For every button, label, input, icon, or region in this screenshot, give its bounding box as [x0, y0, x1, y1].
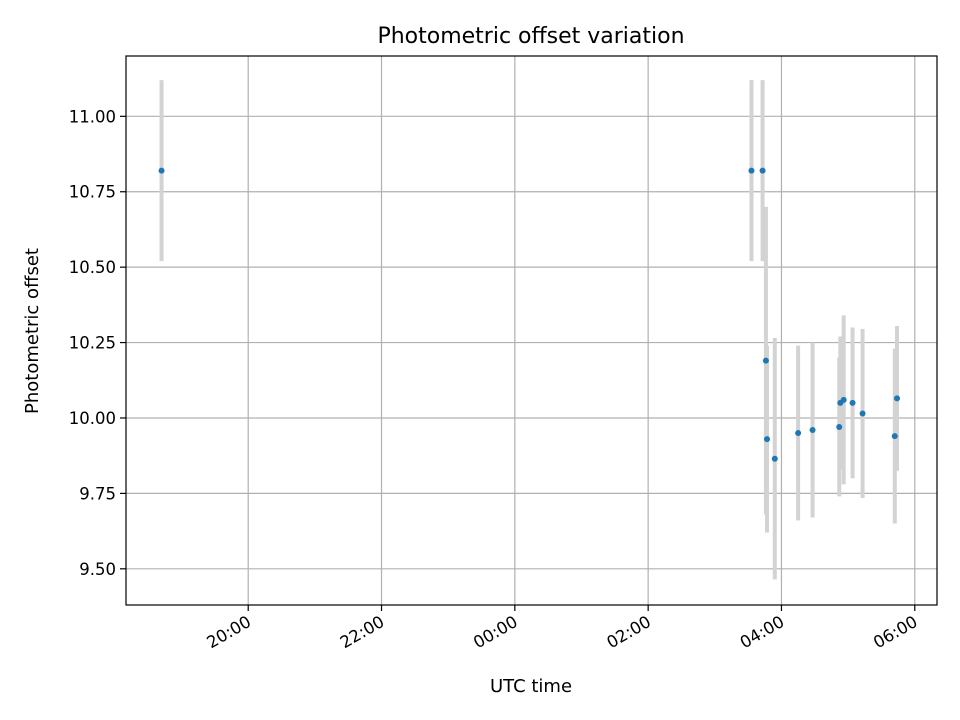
- x-axis-label: UTC time: [490, 676, 572, 697]
- y-tick-label: 10.25: [69, 334, 116, 353]
- data-point: [894, 395, 901, 402]
- data-point: [759, 167, 766, 174]
- data-point: [771, 455, 778, 462]
- data-point: [748, 167, 755, 174]
- data-point: [809, 427, 816, 434]
- y-axis-label: Photometric offset: [22, 248, 43, 414]
- data-point: [764, 436, 771, 443]
- y-tick-label: 9.50: [79, 560, 116, 579]
- data-points: [158, 167, 901, 462]
- chart-title: Photometric offset variation: [377, 24, 684, 49]
- data-point: [840, 396, 847, 403]
- y-axis-ticks: 9.50 9.75 10.00 10.25 10.50 10.75 11.00: [69, 107, 126, 579]
- data-point: [158, 167, 165, 174]
- plot-frame: [125, 55, 938, 606]
- y-tick-label: 10.75: [69, 183, 116, 202]
- data-point: [762, 357, 769, 364]
- y-tick-label: 11.00: [69, 107, 116, 126]
- grid: [126, 56, 937, 605]
- data-point: [849, 399, 856, 406]
- y-tick-label: 10.50: [69, 258, 116, 277]
- y-tick-label: 9.75: [79, 484, 116, 503]
- y-tick-label: 10.00: [69, 409, 116, 428]
- data-point: [836, 424, 843, 431]
- data-point: [891, 433, 898, 440]
- data-point: [859, 410, 866, 417]
- data-point: [795, 430, 802, 437]
